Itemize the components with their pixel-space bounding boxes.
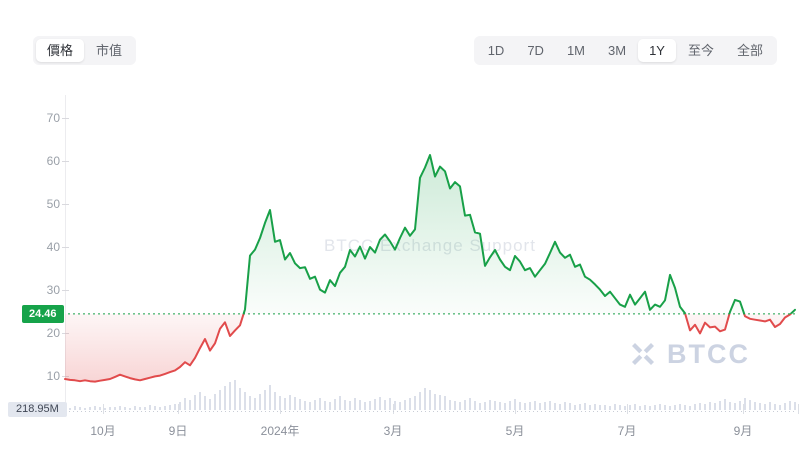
metric-toggle-group: 價格 市值 <box>33 36 137 65</box>
volume-badge: 218.95M <box>8 402 67 417</box>
x-axis-label: 3月 <box>383 424 403 438</box>
range-1d-button[interactable]: 1D <box>487 43 505 58</box>
range-7d-button[interactable]: 7D <box>527 43 544 58</box>
y-axis-label: 10 <box>46 369 60 383</box>
y-axis: 10 20 30 40 50 60 70 <box>18 0 60 459</box>
y-axis-label: 20 <box>46 326 60 340</box>
range-1m-button[interactable]: 1M <box>566 43 585 58</box>
x-axis: 10月 9日 2024年 3月 5月 7月 9月 <box>0 422 810 442</box>
x-axis-label: 2024年 <box>260 424 300 438</box>
x-axis-label: 9月 <box>733 424 753 438</box>
btcc-logo-icon <box>632 343 654 365</box>
time-range-group: 1D 7D 1M 3M 1Y 至今 全部 <box>473 36 777 65</box>
x-axis-label: 7月 <box>617 424 637 438</box>
y-axis-label: 30 <box>46 283 60 297</box>
y-axis-label: 70 <box>46 111 60 125</box>
range-1y-button[interactable]: 1Y <box>638 39 676 62</box>
range-3m-button[interactable]: 3M <box>608 43 627 58</box>
y-axis-label: 60 <box>46 154 60 168</box>
y-axis-label: 50 <box>46 197 60 211</box>
x-axis-label: 10月 <box>90 424 116 438</box>
metric-marketcap-button[interactable]: 市值 <box>96 43 123 58</box>
btcc-logo: BTCC <box>628 338 750 370</box>
range-todate-button[interactable]: 至今 <box>687 43 714 58</box>
metric-price-button[interactable]: 價格 <box>36 39 85 62</box>
x-axis-label: 9日 <box>168 424 188 438</box>
x-axis-label: 5月 <box>505 424 525 438</box>
btcc-logo-text: BTCC <box>667 339 750 369</box>
current-price-badge: 24.46 <box>22 305 64 323</box>
range-all-button[interactable]: 全部 <box>736 43 763 58</box>
y-axis-label: 40 <box>46 240 60 254</box>
